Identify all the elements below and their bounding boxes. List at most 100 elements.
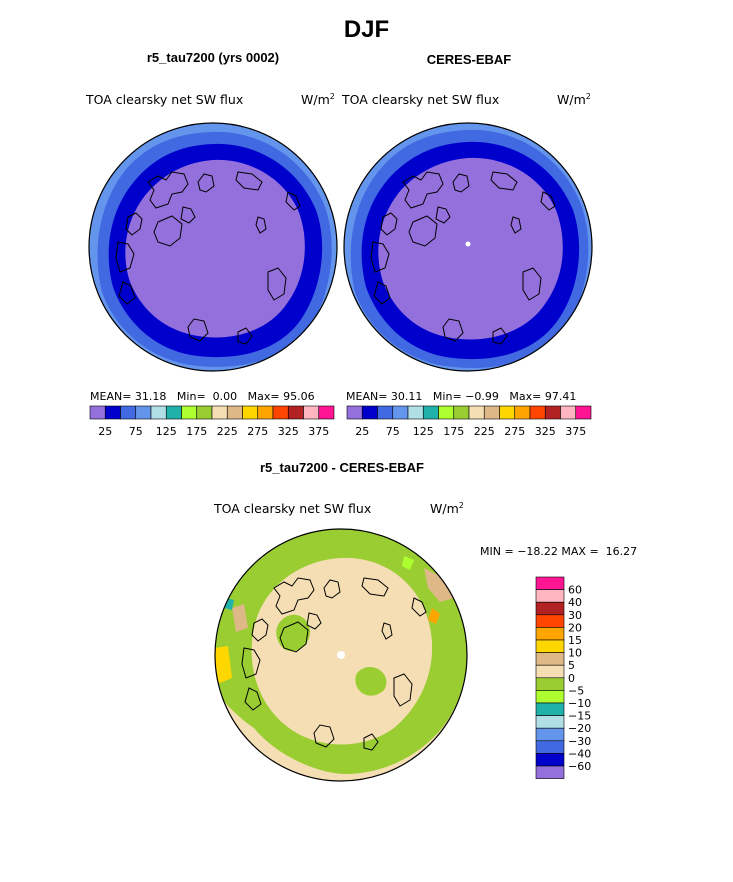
diff-colorbar-level-label: 5 <box>568 659 575 672</box>
diff-colorbar-swatch <box>535 765 565 779</box>
right-colorbar-swatch <box>422 405 439 420</box>
right-map-border <box>343 122 593 372</box>
left-colorbar-swatch <box>272 405 289 420</box>
left-colorbar-tick-label: 125 <box>156 425 177 438</box>
left-colorbar-tick-label: 25 <box>98 425 112 438</box>
left-colorbar-tick-label: 275 <box>247 425 268 438</box>
right-panel-title: CERES-EBAF <box>426 52 512 67</box>
diff-colorbar-swatch <box>535 740 565 754</box>
diff-colorbar-swatch <box>535 702 565 716</box>
right-colorbar-tick-label: 275 <box>504 425 525 438</box>
left-colorbar-swatch <box>120 405 137 420</box>
right-colorbar-swatch <box>361 405 378 420</box>
left-colorbar-swatch <box>104 405 121 420</box>
left-colorbar-swatch <box>242 405 259 420</box>
left-colorbar-swatch <box>89 405 106 420</box>
diff-coastlines <box>241 577 427 751</box>
right-band-core <box>378 157 563 340</box>
diff-colorbar-level-label: −20 <box>568 722 591 735</box>
left-colorbar-tick-label: 225 <box>217 425 238 438</box>
right-colorbar-tick-label: 125 <box>413 425 434 438</box>
right-colorbar: 25 75 125 175 225 275 325 375 <box>346 405 592 438</box>
diff-polar-map <box>214 528 468 782</box>
diff-colorbar-swatch <box>535 652 565 666</box>
diff-colorbar-level-label: −60 <box>568 760 591 773</box>
left-colorbar-swatch <box>181 405 198 420</box>
left-colorbar-swatch <box>318 405 335 420</box>
right-colorbar-swatch <box>377 405 394 420</box>
left-units-label: W/m2 <box>301 92 335 108</box>
left-colorbar-tick-label: 325 <box>278 425 299 438</box>
diff-colorbar-swatch <box>535 727 565 742</box>
right-colorbar-tick-label: 375 <box>565 425 586 438</box>
right-colorbar-swatch <box>407 405 424 420</box>
diff-colorbar-swatch <box>535 639 565 653</box>
diff-colorbar-level-label: −40 <box>568 747 591 760</box>
diff-east-orange <box>428 608 440 624</box>
diff-colorbar-level-label: −5 <box>568 684 584 697</box>
diff-colorbar-swatch <box>535 753 565 767</box>
left-colorbar-tick-label: 375 <box>308 425 329 438</box>
diff-colorbar-swatch <box>535 715 565 729</box>
left-colorbar: 25 75 125 175 225 275 325 375 <box>89 405 335 438</box>
left-colorbar-swatch <box>211 405 228 420</box>
right-colorbar-swatch <box>575 405 592 420</box>
diff-inner-negative <box>276 614 310 652</box>
left-colorbar-swatch <box>287 405 304 420</box>
diff-inner-negative-2 <box>355 667 387 696</box>
diff-map-border <box>214 528 468 782</box>
right-colorbar-tick-label: 75 <box>386 425 400 438</box>
diff-colorbar-level-label: 40 <box>568 596 582 609</box>
left-colorbar-swatch <box>135 405 152 420</box>
right-colorbar-tick-label: 225 <box>474 425 495 438</box>
diff-units-label: W/m2 <box>430 501 464 517</box>
right-colorbar-swatch <box>468 405 485 420</box>
right-stats: MEAN= 30.11 Min= −0.99 Max= 97.41 <box>346 390 577 403</box>
diff-west-patch <box>232 604 248 632</box>
right-colorbar-swatch <box>438 405 455 420</box>
left-panel-title: r5_tau7200 (yrs 0002) <box>146 50 280 65</box>
figure-title: DJF <box>343 16 390 43</box>
left-colorbar-tick-label: 175 <box>186 425 207 438</box>
diff-colorbar-level-label: 60 <box>568 584 582 597</box>
right-polar-map <box>343 122 593 372</box>
left-stats: MEAN= 31.18 Min= 0.00 Max= 95.06 <box>90 390 315 403</box>
right-colorbar-swatch <box>499 405 516 420</box>
diff-colorbar-level-label: −15 <box>568 710 591 723</box>
right-colorbar-tick-label: 175 <box>443 425 464 438</box>
left-colorbar-swatch <box>165 405 182 420</box>
diff-panel-title: r5_tau7200 - CERES-EBAF <box>260 460 424 475</box>
left-colorbar-swatch <box>303 405 320 420</box>
diff-colorbar-level-label: 20 <box>568 621 582 634</box>
right-colorbar-tick-label: 325 <box>535 425 556 438</box>
right-units-label: W/m2 <box>557 92 591 108</box>
diff-colorbar-swatch <box>535 664 565 679</box>
diff-colorbar-level-label: −30 <box>568 735 591 748</box>
left-colorbar-swatch <box>196 405 213 420</box>
left-polar-map <box>88 122 338 372</box>
diff-colorbar-swatch <box>535 627 565 641</box>
left-colorbar-swatch <box>226 405 243 420</box>
right-colorbar-swatch <box>392 405 409 420</box>
left-map-border <box>88 122 338 372</box>
diff-colorbar-swatch <box>535 601 565 616</box>
diff-colorbar-swatch <box>535 614 565 628</box>
diff-colorbar-swatch <box>535 576 565 590</box>
diff-colorbar-swatch <box>535 677 565 691</box>
diff-ne-patch <box>424 568 454 602</box>
diff-colorbar-level-label: 10 <box>568 647 582 660</box>
diff-south-neutral <box>215 678 467 781</box>
right-colorbar-swatch <box>453 405 470 420</box>
right-variable-label: TOA clearsky net SW flux <box>342 92 500 107</box>
right-colorbar-swatch <box>544 405 561 420</box>
diff-colorbar-level-label: 0 <box>568 672 575 685</box>
right-colorbar-tick-label: 25 <box>355 425 369 438</box>
diff-colorbar-level-label: 30 <box>568 609 582 622</box>
right-pole-mark <box>465 241 471 247</box>
right-colorbar-swatch <box>346 405 363 420</box>
right-coastlines <box>370 171 556 345</box>
diff-stats: MIN = −18.22 MAX = 16.27 <box>480 545 638 558</box>
diff-colorbar-swatch <box>535 690 565 704</box>
diff-pole-mark <box>337 651 345 659</box>
right-colorbar-swatch <box>560 405 577 420</box>
